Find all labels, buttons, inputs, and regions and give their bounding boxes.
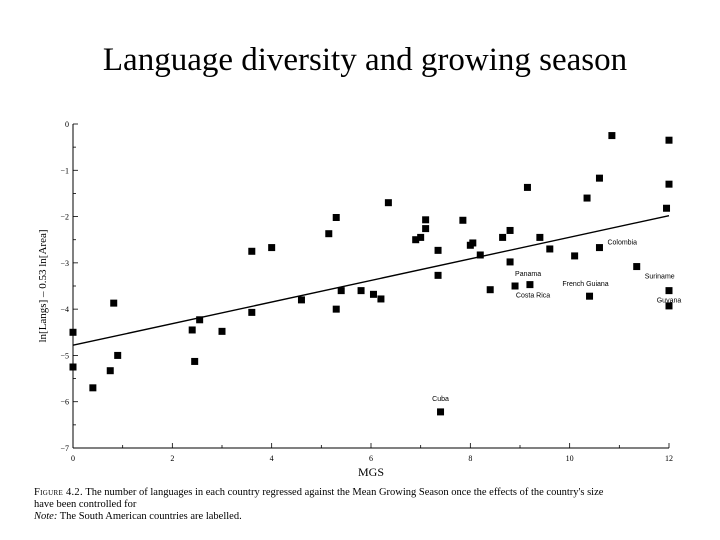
- y-tick-label: −3: [60, 259, 69, 268]
- data-point: [526, 281, 534, 289]
- data-point: [523, 183, 531, 191]
- point-label: Cuba: [432, 396, 449, 403]
- y-tick-label: −4: [60, 305, 69, 314]
- caption-note: Note: The South American countries are l…: [34, 511, 716, 523]
- data-point: [665, 180, 673, 188]
- y-axis-title: ln[Langs] – 0.53 ln[Area]: [37, 229, 49, 342]
- y-tick-label: −6: [60, 398, 69, 407]
- data-point: [191, 357, 199, 365]
- data-point: [595, 174, 603, 182]
- y-tick-label: 0: [65, 120, 69, 129]
- data-point: [595, 244, 603, 252]
- data-point: [511, 282, 519, 290]
- x-tick-label: 6: [369, 454, 373, 463]
- caption-line-2: have been controlled for: [34, 499, 137, 510]
- point-label: Guyana: [657, 298, 682, 305]
- y-tick-label: −1: [60, 166, 69, 175]
- data-point: [434, 246, 442, 254]
- data-point: [663, 204, 671, 212]
- x-tick-label: 12: [665, 454, 673, 463]
- x-tick-label: 10: [566, 454, 574, 463]
- data-point: [332, 213, 340, 221]
- data-point: [499, 233, 507, 241]
- x-tick-label: 2: [170, 454, 174, 463]
- data-point: [422, 216, 430, 224]
- data-point: [89, 384, 97, 392]
- point-label: Colombia: [607, 240, 637, 247]
- data-point: [469, 239, 477, 247]
- x-tick-label: 4: [270, 454, 274, 463]
- y-tick-label: −5: [60, 351, 69, 360]
- data-point: [69, 328, 77, 336]
- data-point: [486, 286, 494, 294]
- data-point: [665, 302, 673, 310]
- data-point: [268, 244, 276, 252]
- data-point: [546, 245, 554, 253]
- caption-note-lead: Note:: [34, 511, 58, 522]
- caption-note-text: The South American countries are labelle…: [57, 511, 242, 522]
- data-point: [69, 363, 77, 371]
- data-point: [586, 292, 594, 300]
- data-point: [506, 226, 514, 234]
- caption-figure-lead: Figure 4.2.: [34, 487, 83, 498]
- data-point: [188, 326, 196, 334]
- data-point: [608, 132, 616, 140]
- data-point: [506, 258, 514, 266]
- data-point: [369, 290, 377, 298]
- data-point: [459, 216, 467, 224]
- data-point: [106, 367, 114, 375]
- point-label: Suriname: [645, 274, 675, 281]
- caption-line-1: Figure 4.2. The number of languages in e…: [34, 487, 716, 499]
- data-point: [248, 308, 256, 316]
- data-point: [633, 263, 641, 271]
- data-point: [384, 199, 392, 207]
- data-point: [536, 233, 544, 241]
- data-point: [332, 305, 340, 313]
- data-point: [377, 295, 385, 303]
- data-point: [357, 287, 365, 295]
- slide-title: Language diversity and growing season: [102, 42, 628, 78]
- point-label: Costa Rica: [516, 293, 550, 300]
- data-point: [337, 287, 345, 295]
- data-point: [114, 351, 122, 359]
- x-axis-title: MGS: [358, 465, 384, 479]
- x-tick-label: 8: [468, 454, 472, 463]
- data-point: [437, 408, 445, 416]
- data-point: [196, 316, 204, 324]
- data-point: [248, 247, 256, 255]
- y-tick-label: −7: [60, 444, 69, 453]
- caption-text-1: The number of languages in each country …: [82, 487, 604, 498]
- regression-line: [72, 214, 670, 346]
- figure-caption: Figure 4.2. The number of languages in e…: [34, 487, 716, 523]
- data-point: [665, 136, 673, 144]
- data-point: [412, 236, 420, 244]
- data-point: [434, 271, 442, 279]
- data-point: [583, 194, 591, 202]
- data-point: [325, 230, 333, 238]
- y-tick-label: −2: [60, 213, 69, 222]
- x-tick-label: 0: [71, 454, 75, 463]
- data-point: [417, 233, 425, 241]
- data-point: [476, 251, 484, 259]
- point-label: Panama: [515, 271, 541, 278]
- data-point: [571, 252, 579, 260]
- data-point: [110, 299, 118, 307]
- data-point: [218, 327, 226, 335]
- data-point: [297, 296, 305, 304]
- point-label: French Guiana: [562, 281, 608, 288]
- data-point: [422, 225, 430, 233]
- data-point: [665, 287, 673, 295]
